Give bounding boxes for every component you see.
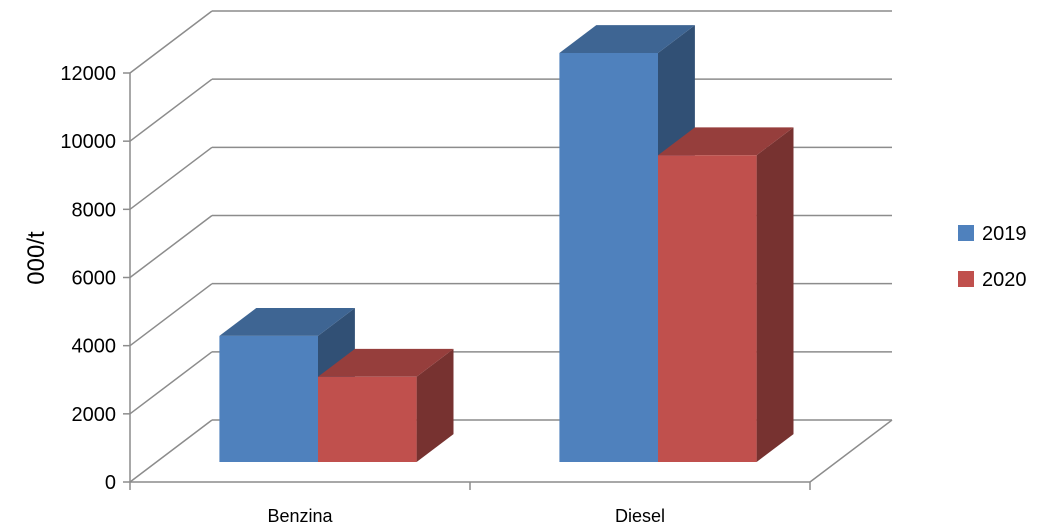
legend-swatch-2020	[958, 271, 974, 287]
x-tick-label: Diesel	[615, 506, 665, 526]
bar-side	[756, 127, 794, 462]
x-tick-label: Benzina	[267, 506, 333, 526]
bar-front	[658, 155, 757, 462]
legend-label-2020: 2020	[982, 269, 1027, 291]
y-tick-label: 6000	[72, 268, 117, 290]
bar-side	[416, 348, 454, 462]
bar-2020-Benzina	[318, 348, 454, 462]
gridline-side-2	[129, 283, 213, 347]
y-tick-label: 4000	[72, 336, 117, 358]
y-tick-label: 2000	[72, 404, 117, 426]
y-tick-label: 12000	[60, 63, 116, 85]
y-axis-title: 000/t	[23, 231, 50, 285]
gridline-side-5	[129, 78, 213, 142]
gridline-side-6	[129, 10, 213, 74]
bar-front	[318, 376, 417, 462]
tick-labels: 0 2000 4000 6000 8000 10000 12000 Benzina Diesel	[60, 63, 665, 526]
y-tick-label: 10000	[60, 131, 116, 153]
floor-right-edge	[809, 419, 893, 483]
gridline-side-4	[129, 146, 213, 210]
bars	[219, 25, 794, 462]
bar-front	[559, 53, 658, 462]
bar-front	[219, 335, 318, 462]
bar-top	[559, 25, 695, 53]
bar-top	[318, 348, 454, 377]
gridline-side-3	[129, 214, 213, 279]
legend: 2019 2020	[958, 223, 1027, 291]
axes	[123, 72, 811, 490]
legend-swatch-2019	[958, 225, 974, 241]
bar-top	[219, 307, 355, 336]
y-tick-label: 8000	[72, 199, 117, 221]
gridline-side-0	[129, 419, 213, 483]
bar-top	[658, 127, 794, 156]
y-tick-label: 0	[105, 472, 116, 494]
gridline-side-1	[129, 351, 213, 415]
legend-label-2019: 2019	[982, 223, 1027, 245]
bar-2020-Diesel	[658, 127, 794, 462]
